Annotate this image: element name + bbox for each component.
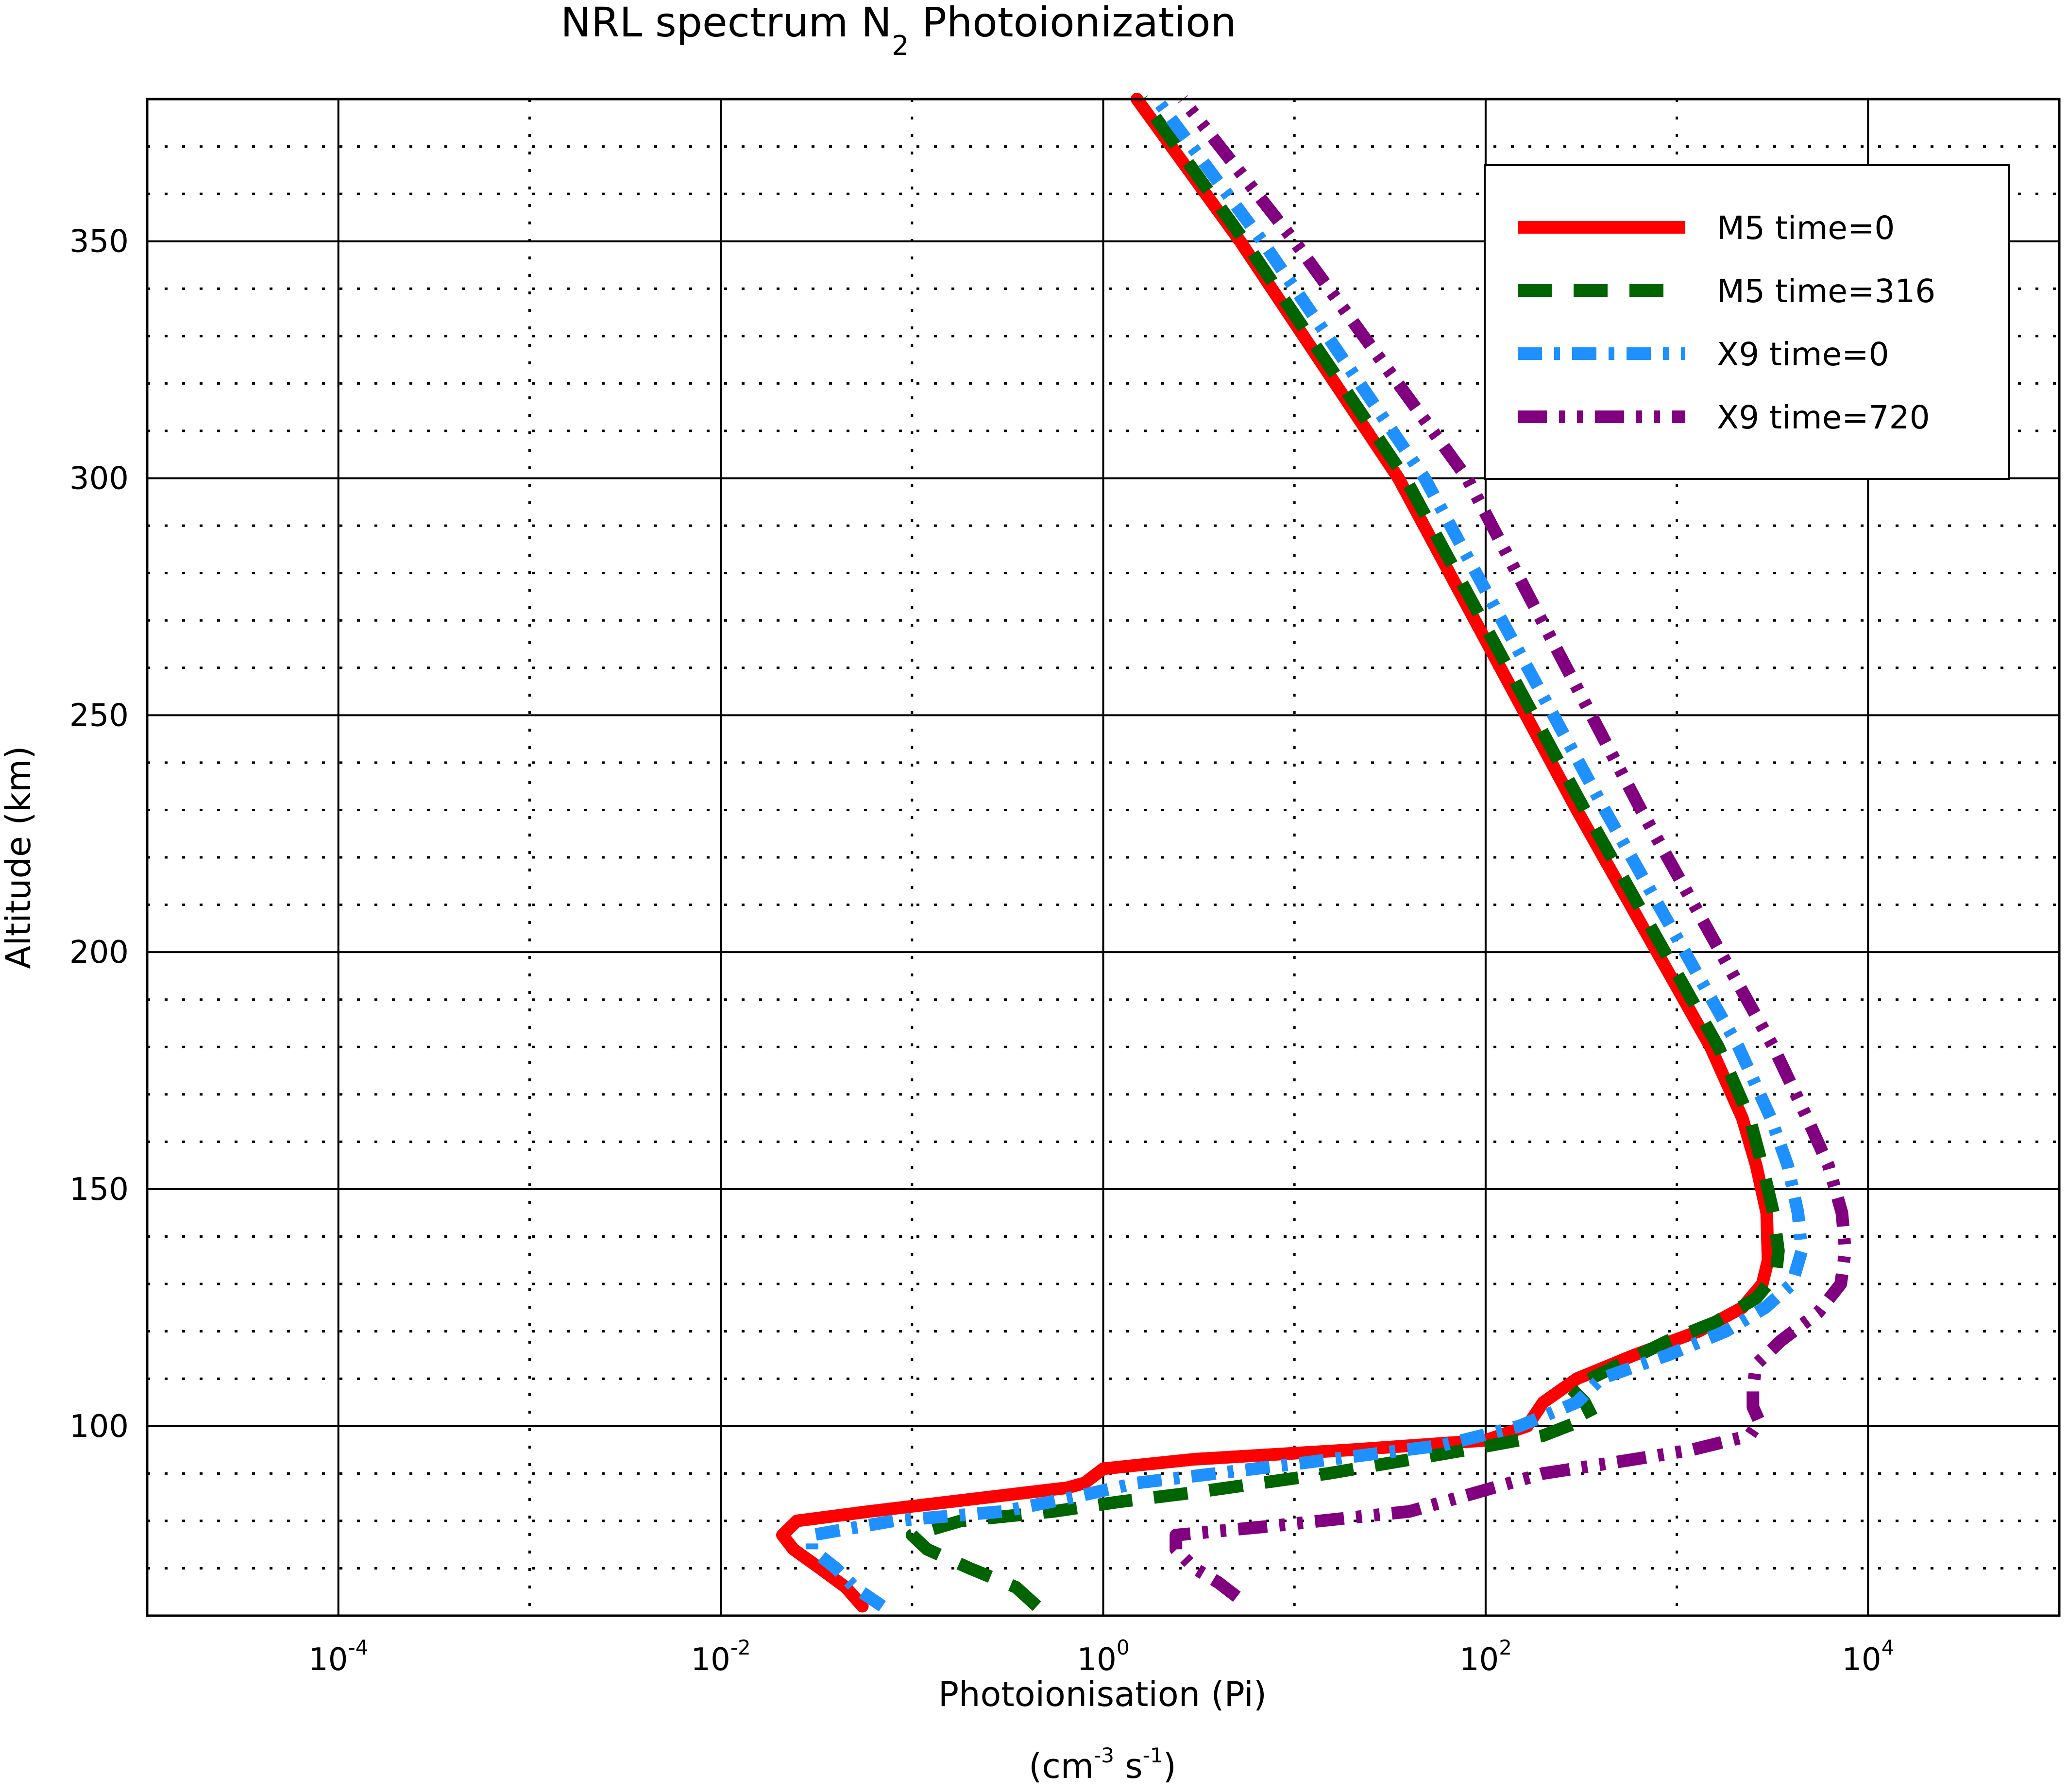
x-tick-labels: 10-4 10-2 100 102 104	[308, 1636, 1894, 1678]
y-tick-label: 300	[69, 461, 129, 497]
series-line-3	[805, 95, 1808, 1612]
plot-frame	[146, 98, 2061, 1617]
x-axis-units: (cm-3 s-1)	[1029, 1743, 1176, 1786]
legend: M5 time=0 M5 time=316 X9 time=0 X9 time=720	[1484, 164, 2010, 480]
x-tick-label: 104	[1842, 1636, 1894, 1678]
legend-label: X9 time=720	[1717, 399, 1930, 436]
x-tick-label: 10-2	[691, 1636, 750, 1678]
y-tick-label: 100	[69, 1409, 129, 1445]
x-axis-label: Photoionisation (Pi)	[938, 1674, 1267, 1714]
plot-series	[776, 93, 1852, 1613]
y-tick-label: 250	[69, 698, 129, 734]
chart-title: NRL spectrum N2 Photoionization	[560, 0, 1236, 62]
legend-label: M5 time=316	[1717, 273, 1935, 310]
series-line-1	[776, 93, 1775, 1613]
grid-lines	[147, 99, 2059, 1616]
legend-box	[1484, 164, 2010, 480]
x-tick-label: 100	[1077, 1636, 1129, 1678]
y-tick-labels: 100 150 200 250 300 350	[69, 224, 129, 1445]
legend-label: M5 time=0	[1717, 209, 1895, 247]
legend-label: X9 time=0	[1717, 336, 1889, 373]
y-axis-label: Altitude (km)	[0, 746, 38, 969]
x-tick-label: 10-4	[308, 1636, 368, 1678]
y-tick-label: 200	[69, 935, 129, 971]
x-tick-label: 102	[1459, 1636, 1512, 1678]
series-line-2	[905, 95, 1785, 1611]
y-tick-label: 150	[69, 1172, 129, 1208]
series-line-4	[1170, 95, 1852, 1602]
y-tick-label: 350	[69, 224, 129, 260]
